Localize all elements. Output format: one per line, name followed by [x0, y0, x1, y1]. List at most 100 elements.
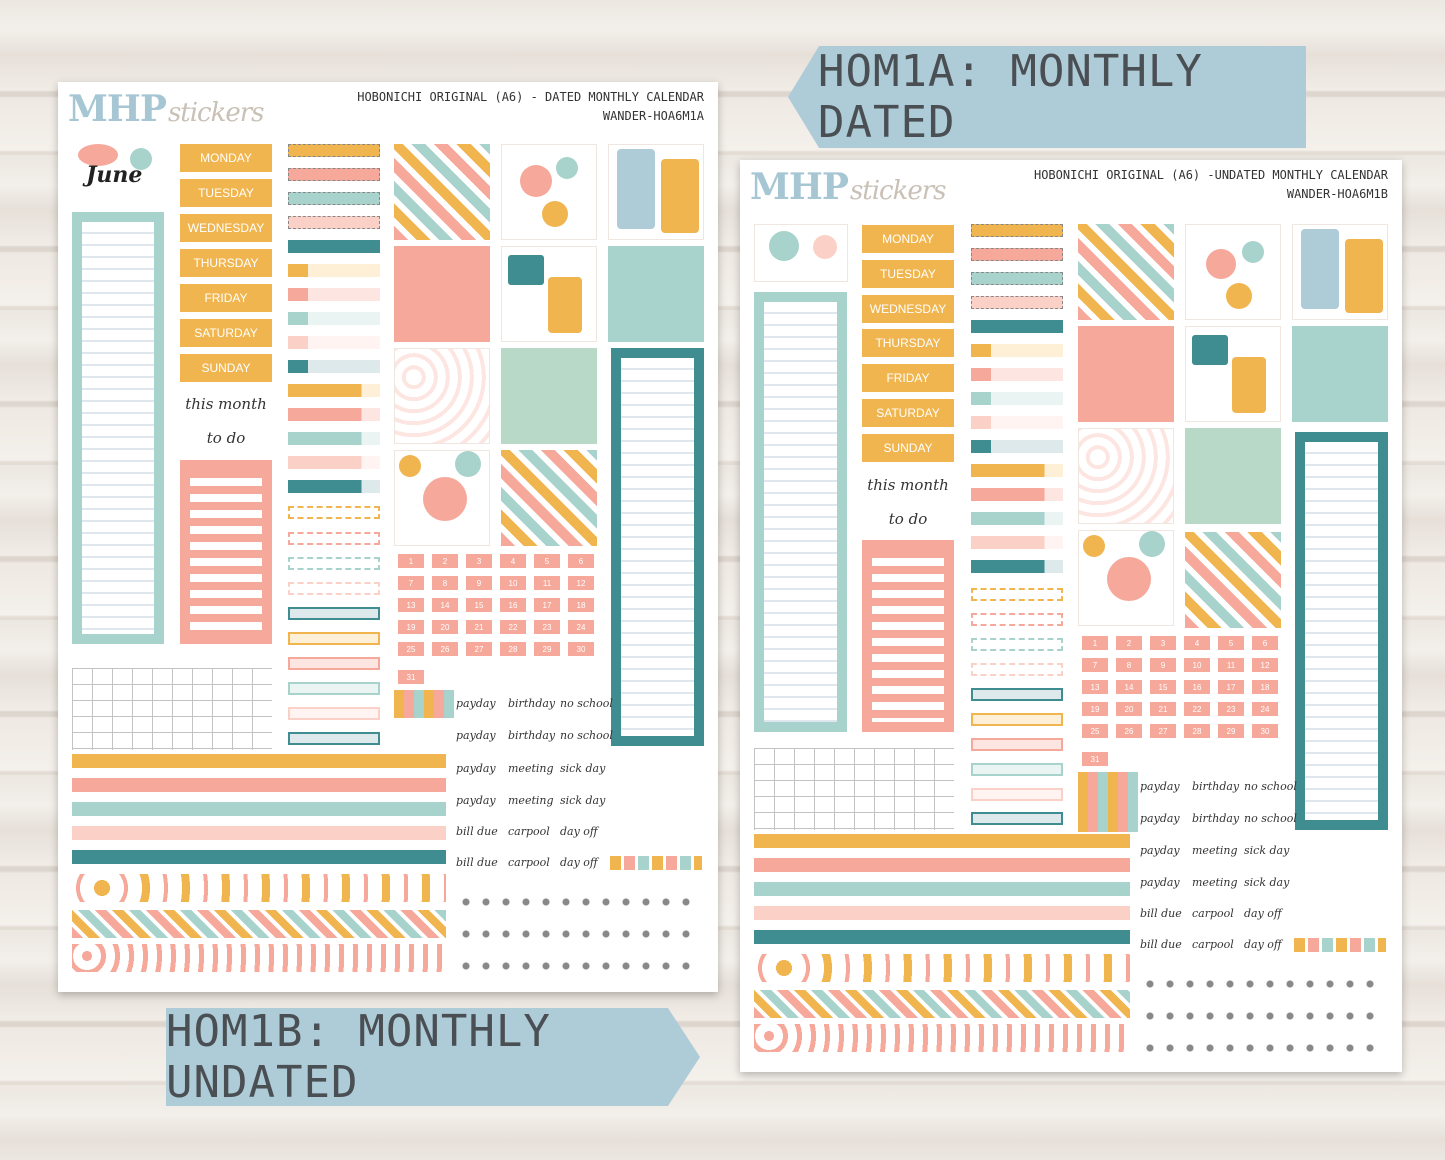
tall-checklist-teal: [611, 348, 704, 746]
word-sticker: day off: [1244, 938, 1282, 951]
date-sticker: 13: [398, 598, 424, 612]
date-sticker: 8: [1116, 658, 1142, 672]
stripe-tile-2: [501, 450, 597, 546]
word-sticker: no school: [560, 729, 613, 742]
day-label: SATURDAY: [862, 399, 954, 427]
date-sticker: 3: [1150, 636, 1176, 650]
day-label: FRIDAY: [862, 364, 954, 392]
date-sticker: 28: [1184, 724, 1210, 738]
sticker-sheet-dated: MHPstickers HOBONICHI ORIGINAL (A6) - DA…: [58, 82, 718, 992]
date-sticker: 9: [466, 576, 492, 590]
date-sticker: 30: [568, 642, 594, 656]
mini-flags-2: [610, 856, 702, 870]
small-strip: [288, 432, 380, 445]
word-sticker: no school: [1244, 780, 1297, 793]
date-sticker: 8: [432, 576, 458, 590]
date-sticker: 2: [432, 554, 458, 568]
month-header-sticker: June: [70, 144, 164, 202]
small-bar: [971, 272, 1063, 285]
small-strip: [288, 480, 380, 493]
floral-header-sticker: [754, 224, 848, 282]
word-sticker: bill due: [1140, 938, 1182, 951]
brand-logo: MHPstickers: [68, 88, 265, 130]
word-sticker: birthday: [508, 729, 556, 742]
date-sticker: 29: [534, 642, 560, 656]
date-sticker: 16: [500, 598, 526, 612]
day-label: FRIDAY: [180, 284, 272, 312]
date-sticker: 15: [1150, 680, 1176, 694]
wide-strip: [754, 858, 1130, 872]
luggage-tile: [1185, 326, 1281, 422]
word-sticker: day off: [560, 825, 598, 838]
word-sticker: bill due: [456, 856, 498, 869]
map-pin-tile: [1078, 428, 1174, 524]
small-strip: [971, 320, 1063, 333]
stripe-tile-2: [1185, 532, 1281, 628]
mini-flags: [394, 690, 454, 718]
small-bar: [971, 296, 1063, 309]
date-sticker: 5: [1218, 636, 1244, 650]
wide-strip: [72, 778, 446, 792]
wide-strip: [72, 826, 446, 840]
outline-bar: [971, 588, 1063, 601]
date-sticker: 19: [1082, 702, 1108, 716]
day-label: SATURDAY: [180, 319, 272, 347]
date-sticker: 10: [500, 576, 526, 590]
word-sticker: payday: [456, 794, 496, 807]
tall-checklist-pink: [180, 460, 272, 644]
date-sticker: 23: [534, 620, 560, 634]
small-strip: [288, 408, 380, 421]
small-strip: [288, 288, 380, 301]
date-sticker: 25: [398, 642, 424, 656]
word-sticker: birthday: [1192, 780, 1240, 793]
this-month-label: this month: [867, 476, 949, 494]
outline-bar: [971, 763, 1063, 776]
small-strip: [971, 536, 1063, 549]
word-sticker: sick day: [1244, 876, 1290, 889]
sheet-title: HOBONICHI ORIGINAL (A6) -UNDATED MONTHLY…: [1033, 168, 1388, 201]
word-sticker: payday: [1140, 844, 1180, 857]
small-bar: [971, 248, 1063, 261]
wide-strip: [72, 802, 446, 816]
small-strip: [971, 560, 1063, 573]
small-strip: [288, 384, 380, 397]
outline-bar: [971, 688, 1063, 701]
date-sticker: 30: [1252, 724, 1278, 738]
day-label: THURSDAY: [862, 329, 954, 357]
stripe-washi-strip: [754, 990, 1130, 1018]
day-label: MONDAY: [862, 225, 954, 253]
small-bar: [288, 144, 380, 157]
banner-monthly-dated: HOM1A: MONTHLY DATED: [788, 46, 1306, 148]
day-label: WEDNESDAY: [180, 214, 272, 242]
date-sticker: 9: [1150, 658, 1176, 672]
date-sticker: 20: [432, 620, 458, 634]
floral-washi-strip: [754, 954, 1130, 982]
icon-grid: [456, 886, 702, 986]
day-label: SUNDAY: [180, 354, 272, 382]
stripe-washi-strip: [72, 910, 446, 938]
date-sticker: 27: [466, 642, 492, 656]
peach-floral-tile: [1078, 326, 1174, 422]
checkbox-grid: [754, 748, 954, 830]
word-sticker: sick day: [560, 794, 606, 807]
small-strip: [288, 360, 380, 373]
floral-washi-strip: [72, 874, 446, 902]
leaf-pattern-tile: [1185, 428, 1281, 524]
date-sticker: 4: [500, 554, 526, 568]
outline-bar: [288, 682, 380, 695]
small-strip: [288, 456, 380, 469]
date-sticker: 12: [568, 576, 594, 590]
wide-strip: [72, 754, 446, 768]
tall-checklist-mint: [72, 212, 164, 644]
word-sticker: sick day: [1244, 844, 1290, 857]
flower-tile: [394, 450, 490, 546]
small-strip: [971, 464, 1063, 477]
word-sticker: payday: [1140, 780, 1180, 793]
outline-bar: [288, 732, 380, 745]
pin-washi-strip: [72, 944, 446, 972]
date-sticker: 31: [398, 670, 424, 684]
word-sticker: meeting: [1192, 844, 1238, 857]
date-sticker: 24: [1252, 702, 1278, 716]
date-sticker: 19: [398, 620, 424, 634]
date-sticker: 3: [466, 554, 492, 568]
